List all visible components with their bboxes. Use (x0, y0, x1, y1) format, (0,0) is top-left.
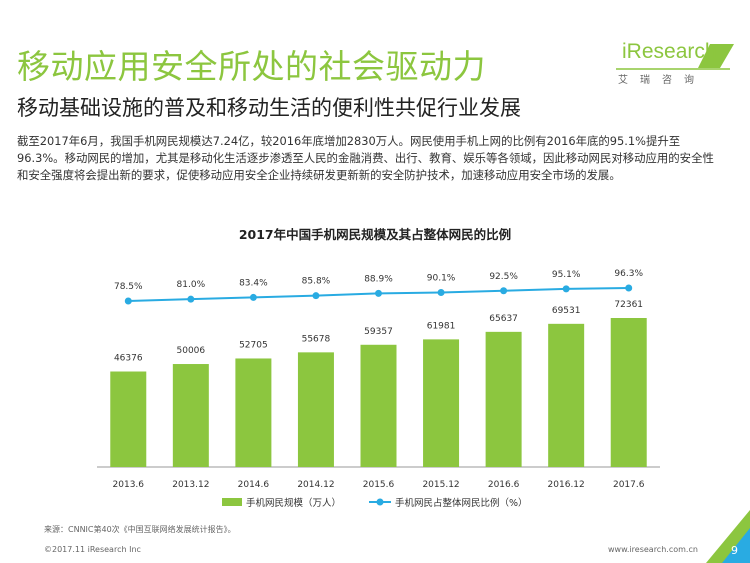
bar-mobile-users (485, 331, 522, 467)
x-tick-label: 2015.12 (422, 480, 459, 490)
bar-mobile-users (235, 358, 272, 467)
logo-badge (616, 42, 734, 70)
bar-value-label: 52705 (239, 340, 268, 350)
line-point (500, 287, 508, 295)
line-point (562, 285, 570, 293)
bar-value-label: 69531 (552, 306, 581, 316)
x-tick-label: 2016.12 (548, 480, 585, 490)
bar-mobile-users (297, 352, 334, 467)
bar-mobile-users (610, 318, 647, 467)
legend-line-marker (376, 498, 384, 506)
pct-value-label: 90.1% (427, 274, 456, 284)
line-point (124, 297, 132, 305)
legend-line-label: 手机网民占整体网民比例（%） (395, 497, 528, 509)
logo-subtext: 艾瑞咨询 (618, 75, 706, 86)
bar-value-label: 72361 (614, 300, 643, 310)
pct-value-label: 83.4% (239, 278, 268, 288)
x-tick-label: 2014.6 (238, 480, 270, 490)
bar-mobile-users (172, 364, 209, 467)
legend-bar-swatch (222, 498, 242, 506)
pct-value-label: 96.3% (614, 269, 643, 279)
line-point (625, 284, 633, 292)
x-tick-label: 2017.6 (613, 480, 645, 490)
page-subtitle: 移动基础设施的普及和移动生活的便利性共促行业发展 (17, 96, 521, 120)
pct-value-label: 95.1% (552, 270, 581, 280)
x-tick-label: 2013.12 (172, 480, 209, 490)
x-tick-label: 2015.6 (363, 480, 395, 490)
bar-mobile-users (423, 339, 460, 467)
bar-value-label: 46376 (114, 354, 143, 364)
bar-mobile-users (548, 323, 585, 467)
x-tick-label: 2014.12 (297, 480, 334, 490)
bar-value-label: 61981 (427, 321, 456, 331)
line-point (249, 293, 257, 301)
pct-value-label: 81.0% (177, 280, 206, 290)
pct-value-label: 85.8% (302, 277, 331, 287)
bar-mobile-users (360, 344, 397, 467)
line-point (437, 289, 445, 297)
summary-paragraph: 截至2017年6月，我国手机网民规模达7.24亿，较2016年底增加2830万人… (17, 134, 714, 182)
bar-value-label: 59357 (364, 327, 393, 337)
x-tick-label: 2013.6 (113, 480, 145, 490)
bar-value-label: 50006 (177, 346, 206, 356)
bar-value-label: 55678 (302, 334, 331, 344)
website-url: www.iresearch.com.cn (608, 545, 698, 554)
bar-mobile-users (110, 371, 147, 467)
chart-title: 2017年中国手机网民规模及其占整体网民的比例 (239, 227, 511, 242)
legend-bar-label: 手机网民规模（万人） (246, 497, 341, 509)
pct-value-label: 88.9% (364, 274, 393, 284)
iresearch-logo: iResearch 艾瑞咨询 (612, 38, 737, 88)
page-title: 移动应用安全所处的社会驱动力 (17, 47, 486, 86)
pct-value-label: 78.5% (114, 282, 143, 292)
source-note: 来源：CNNIC第40次《中国互联网络发展统计报告》。 (44, 525, 236, 534)
page-number: 9 (731, 544, 738, 557)
copyright: ©2017.11 iResearch Inc (44, 545, 141, 554)
logo-text: iResearch (622, 40, 717, 63)
pct-value-label: 92.5% (489, 272, 518, 282)
bar-value-label: 65637 (489, 314, 518, 324)
line-point (312, 292, 320, 300)
line-point (375, 289, 382, 297)
line-point (187, 295, 195, 303)
x-tick-label: 2016.6 (488, 480, 520, 490)
